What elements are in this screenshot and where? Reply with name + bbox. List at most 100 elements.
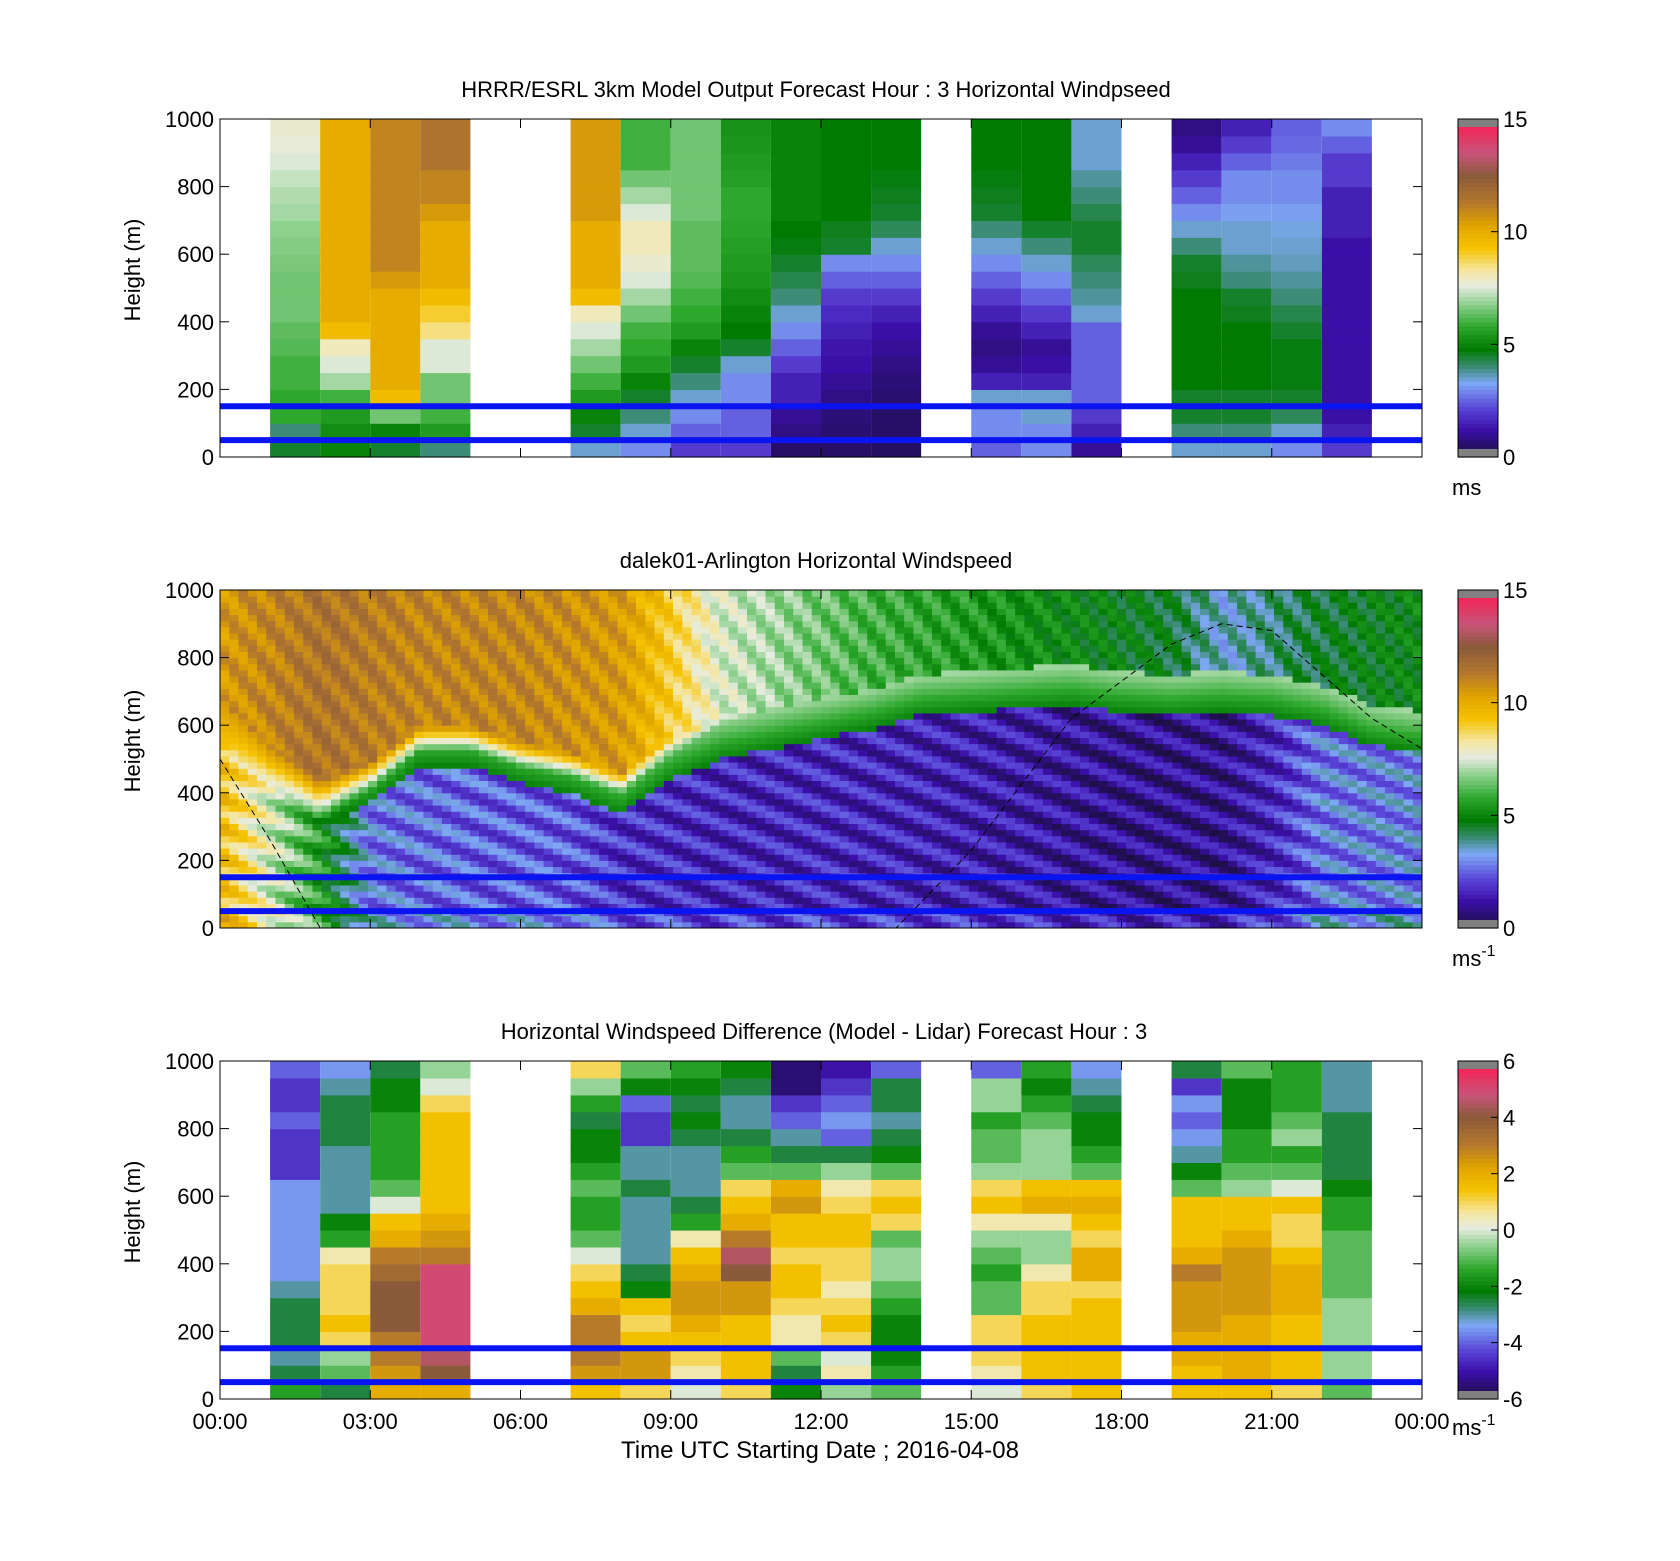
- heatmap-cell: [599, 706, 609, 714]
- heatmap-cell: [756, 706, 767, 714]
- heatmap-cell: [710, 645, 720, 652]
- heatmap-cell: [876, 743, 887, 751]
- heatmap-cell: [673, 762, 683, 769]
- heatmap-cell: [1071, 423, 1122, 441]
- heatmap-cell: [959, 811, 970, 818]
- heatmap-cell: [330, 798, 341, 806]
- heatmap-cell: [270, 220, 321, 238]
- heatmap-cell: [700, 860, 711, 868]
- heatmap-cell: [774, 811, 785, 818]
- heatmap-cell: [580, 706, 591, 714]
- heatmap-cell: [303, 719, 313, 726]
- heatmap-cell: [691, 596, 702, 603]
- heatmap-cell: [913, 848, 924, 855]
- heatmap-cell: [293, 731, 304, 738]
- heatmap-cell: [885, 719, 896, 726]
- heatmap-cell: [830, 731, 840, 738]
- heatmap-cell: [460, 731, 471, 738]
- heatmap-cell: [885, 792, 896, 800]
- heatmap-cell: [321, 676, 332, 683]
- heatmap-cell: [885, 626, 896, 634]
- heatmap-cell: [414, 774, 424, 782]
- heatmap-cell: [747, 866, 757, 874]
- heatmap-cell: [728, 835, 739, 843]
- heatmap-cell: [626, 596, 637, 603]
- heatmap-cell: [420, 152, 471, 171]
- heatmap-cell: [620, 423, 671, 441]
- heatmap-cell: [913, 633, 924, 640]
- heatmap-cell: [848, 651, 859, 659]
- heatmap-cell: [395, 848, 406, 855]
- heatmap-cell: [839, 719, 850, 726]
- heatmap-cell: [673, 737, 683, 745]
- heatmap-cell: [469, 626, 480, 634]
- heatmap-cell: [275, 891, 286, 898]
- heatmap-cell: [904, 669, 914, 677]
- heatmap-cell: [340, 848, 350, 855]
- heatmap-cell: [737, 823, 748, 831]
- heatmap-cell: [654, 590, 665, 597]
- heatmap-cell: [460, 897, 471, 904]
- heatmap-cell: [950, 848, 961, 855]
- heatmap-cell: [320, 440, 371, 458]
- heatmap-cell: [839, 626, 850, 634]
- heatmap-cell: [710, 866, 720, 874]
- heatmap-cell: [728, 620, 739, 628]
- heatmap-cell: [320, 135, 371, 154]
- heatmap-cell: [922, 614, 933, 622]
- heatmap-cell: [229, 798, 239, 806]
- heatmap-cell: [358, 725, 369, 732]
- heatmap-cell: [293, 891, 304, 898]
- heatmap-cell: [720, 152, 771, 171]
- heatmap-cell: [904, 626, 914, 634]
- heatmap-cell: [238, 798, 249, 806]
- heatmap-cell: [293, 755, 304, 763]
- heatmap-cell: [321, 639, 332, 646]
- heatmap-cell: [543, 645, 554, 652]
- heatmap-cell: [377, 657, 387, 665]
- heatmap-cell: [460, 798, 471, 806]
- heatmap-cell: [636, 792, 646, 800]
- heatmap-cell: [247, 719, 258, 726]
- heatmap-cell: [423, 645, 434, 652]
- heatmap-cell: [959, 768, 970, 775]
- heatmap-cell: [765, 657, 776, 665]
- heatmap-cell: [765, 602, 776, 609]
- heatmap-cell: [589, 700, 600, 708]
- heatmap-cell: [682, 811, 693, 818]
- heatmap-cell: [971, 423, 1022, 441]
- heatmap-cell: [802, 829, 813, 837]
- heatmap-cell: [784, 694, 794, 702]
- heatmap-cell: [367, 811, 378, 818]
- heatmap-cell: [737, 688, 748, 695]
- heatmap-cell: [340, 921, 350, 929]
- heatmap-cell: [275, 608, 286, 616]
- heatmap-cell: [931, 669, 942, 677]
- heatmap-cell: [848, 860, 859, 868]
- heatmap-cell: [663, 651, 674, 659]
- heatmap-cell: [617, 762, 628, 769]
- heatmap-cell: [460, 712, 471, 720]
- heatmap-cell: [645, 921, 656, 929]
- heatmap-cell: [349, 811, 360, 818]
- heatmap-cell: [691, 878, 702, 886]
- heatmap-cell: [570, 423, 621, 441]
- heatmap-cell: [599, 755, 609, 763]
- heatmap-cell: [386, 694, 397, 702]
- heatmap-cell: [913, 719, 924, 726]
- heatmap-cell: [275, 639, 286, 646]
- heatmap-cell: [747, 639, 757, 646]
- heatmap-cell: [525, 639, 535, 646]
- heatmap-cell: [636, 602, 646, 609]
- heatmap-cell: [830, 688, 840, 695]
- heatmap-cell: [423, 921, 434, 929]
- heatmap-cell: [645, 805, 656, 812]
- heatmap-cell: [284, 633, 295, 640]
- heatmap-cell: [525, 798, 535, 806]
- heatmap-cell: [275, 633, 286, 640]
- heatmap-cell: [1221, 389, 1272, 407]
- heatmap-cell: [617, 737, 628, 745]
- heatmap-cell: [488, 626, 498, 634]
- heatmap-cell: [340, 645, 350, 652]
- heatmap-cell: [340, 731, 350, 738]
